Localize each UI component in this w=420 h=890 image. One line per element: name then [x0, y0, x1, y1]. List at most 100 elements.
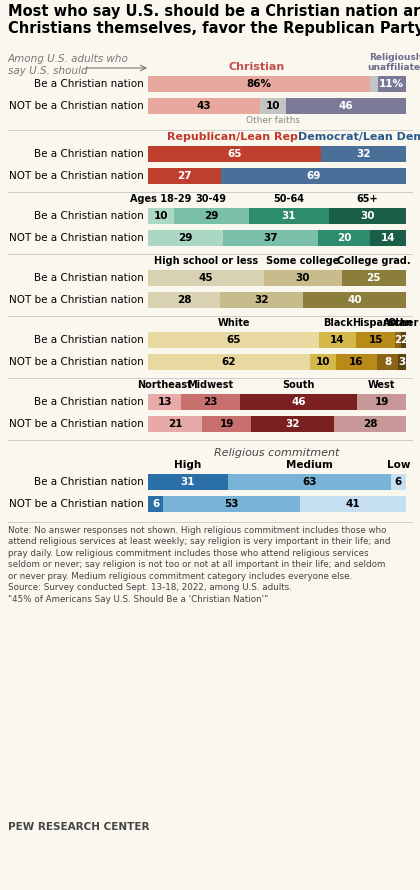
Bar: [174, 208, 249, 224]
Bar: [181, 394, 240, 410]
Text: 65+: 65+: [357, 194, 378, 204]
Text: 13: 13: [158, 397, 172, 407]
Text: 31: 31: [181, 477, 195, 487]
Bar: [328, 208, 406, 224]
Bar: [220, 168, 406, 184]
Text: Be a Christian nation: Be a Christian nation: [34, 477, 144, 487]
Text: Be a Christian nation: Be a Christian nation: [34, 335, 144, 345]
Text: Other faiths: Other faiths: [246, 116, 300, 125]
Text: 65: 65: [227, 149, 242, 159]
Text: 28: 28: [177, 295, 192, 305]
Text: NOT be a Christian nation: NOT be a Christian nation: [9, 357, 144, 367]
Text: Other: Other: [388, 318, 419, 328]
Bar: [391, 474, 406, 490]
Bar: [148, 146, 321, 162]
Text: NOT be a Christian nation: NOT be a Christian nation: [9, 295, 144, 305]
Text: 14: 14: [330, 335, 345, 345]
Bar: [223, 230, 318, 246]
Text: 31: 31: [281, 211, 296, 221]
Text: 46: 46: [339, 101, 353, 111]
Bar: [396, 332, 401, 348]
Text: 69: 69: [306, 171, 320, 181]
Bar: [341, 270, 406, 286]
Bar: [377, 354, 398, 370]
Text: Among U.S. adults who
say U.S. should: Among U.S. adults who say U.S. should: [8, 54, 129, 76]
Text: 28: 28: [362, 419, 377, 429]
Text: 32: 32: [254, 295, 269, 305]
Bar: [303, 292, 406, 308]
Text: Democrat/Lean Dem.: Democrat/Lean Dem.: [298, 132, 420, 142]
Bar: [148, 354, 310, 370]
Text: 11%: 11%: [379, 79, 404, 89]
Bar: [370, 76, 378, 92]
Text: 8: 8: [384, 357, 391, 367]
Text: 65: 65: [226, 335, 241, 345]
Bar: [228, 474, 391, 490]
Text: 29: 29: [204, 211, 218, 221]
Text: Be a Christian nation: Be a Christian nation: [34, 211, 144, 221]
Text: 40: 40: [347, 295, 362, 305]
Bar: [240, 394, 357, 410]
Bar: [202, 416, 251, 432]
Text: 45: 45: [199, 273, 213, 283]
Text: 46: 46: [291, 397, 306, 407]
Text: Note: No answer responses not shown. High religious commitment includes those wh: Note: No answer responses not shown. Hig…: [8, 526, 391, 603]
Text: 15: 15: [368, 335, 383, 345]
Bar: [251, 416, 334, 432]
Text: 32: 32: [356, 149, 371, 159]
Bar: [378, 76, 406, 92]
Bar: [220, 292, 303, 308]
Bar: [319, 332, 356, 348]
Text: NOT be a Christian nation: NOT be a Christian nation: [9, 101, 144, 111]
Text: NOT be a Christian nation: NOT be a Christian nation: [9, 419, 144, 429]
Text: 3: 3: [399, 357, 406, 367]
Text: Most who say U.S. should be a Christian nation are
Christians themselves, favor : Most who say U.S. should be a Christian …: [8, 4, 420, 36]
Bar: [148, 208, 174, 224]
Text: 37: 37: [263, 233, 278, 243]
Text: 10: 10: [266, 101, 280, 111]
Bar: [148, 168, 221, 184]
Bar: [300, 496, 406, 512]
Text: NOT be a Christian nation: NOT be a Christian nation: [9, 499, 144, 509]
Text: 41: 41: [346, 499, 360, 509]
Text: West: West: [368, 380, 395, 390]
Text: Medium: Medium: [286, 460, 333, 470]
Bar: [148, 332, 319, 348]
Text: 27: 27: [177, 171, 192, 181]
Bar: [310, 354, 336, 370]
Text: 2: 2: [400, 335, 407, 345]
Text: 62: 62: [221, 357, 236, 367]
Text: 10: 10: [315, 357, 330, 367]
Bar: [148, 292, 220, 308]
Text: Midwest: Midwest: [187, 380, 234, 390]
Bar: [356, 332, 396, 348]
Text: 6: 6: [395, 477, 402, 487]
Bar: [148, 496, 163, 512]
Text: Christian: Christian: [228, 62, 284, 72]
Text: 6: 6: [152, 499, 159, 509]
Bar: [357, 394, 406, 410]
Bar: [260, 98, 286, 114]
Text: 21: 21: [168, 419, 182, 429]
Text: Be a Christian nation: Be a Christian nation: [34, 397, 144, 407]
Text: 19: 19: [375, 397, 389, 407]
Text: 43: 43: [197, 101, 211, 111]
Text: 10: 10: [154, 211, 168, 221]
Bar: [336, 354, 377, 370]
Bar: [334, 416, 406, 432]
Text: Be a Christian nation: Be a Christian nation: [34, 149, 144, 159]
Text: 25: 25: [367, 273, 381, 283]
Text: High: High: [174, 460, 202, 470]
Bar: [264, 270, 341, 286]
Text: Republican/Lean Rep.: Republican/Lean Rep.: [167, 132, 302, 142]
Text: 50-64: 50-64: [273, 194, 304, 204]
Text: Religious commitment: Religious commitment: [214, 448, 340, 458]
Text: 14: 14: [381, 233, 395, 243]
Text: PEW RESEARCH CENTER: PEW RESEARCH CENTER: [8, 822, 150, 832]
Text: 20: 20: [337, 233, 351, 243]
Bar: [148, 98, 260, 114]
Text: 2: 2: [394, 335, 402, 345]
Bar: [163, 496, 300, 512]
Bar: [148, 394, 181, 410]
Text: Asian: Asian: [383, 318, 413, 328]
